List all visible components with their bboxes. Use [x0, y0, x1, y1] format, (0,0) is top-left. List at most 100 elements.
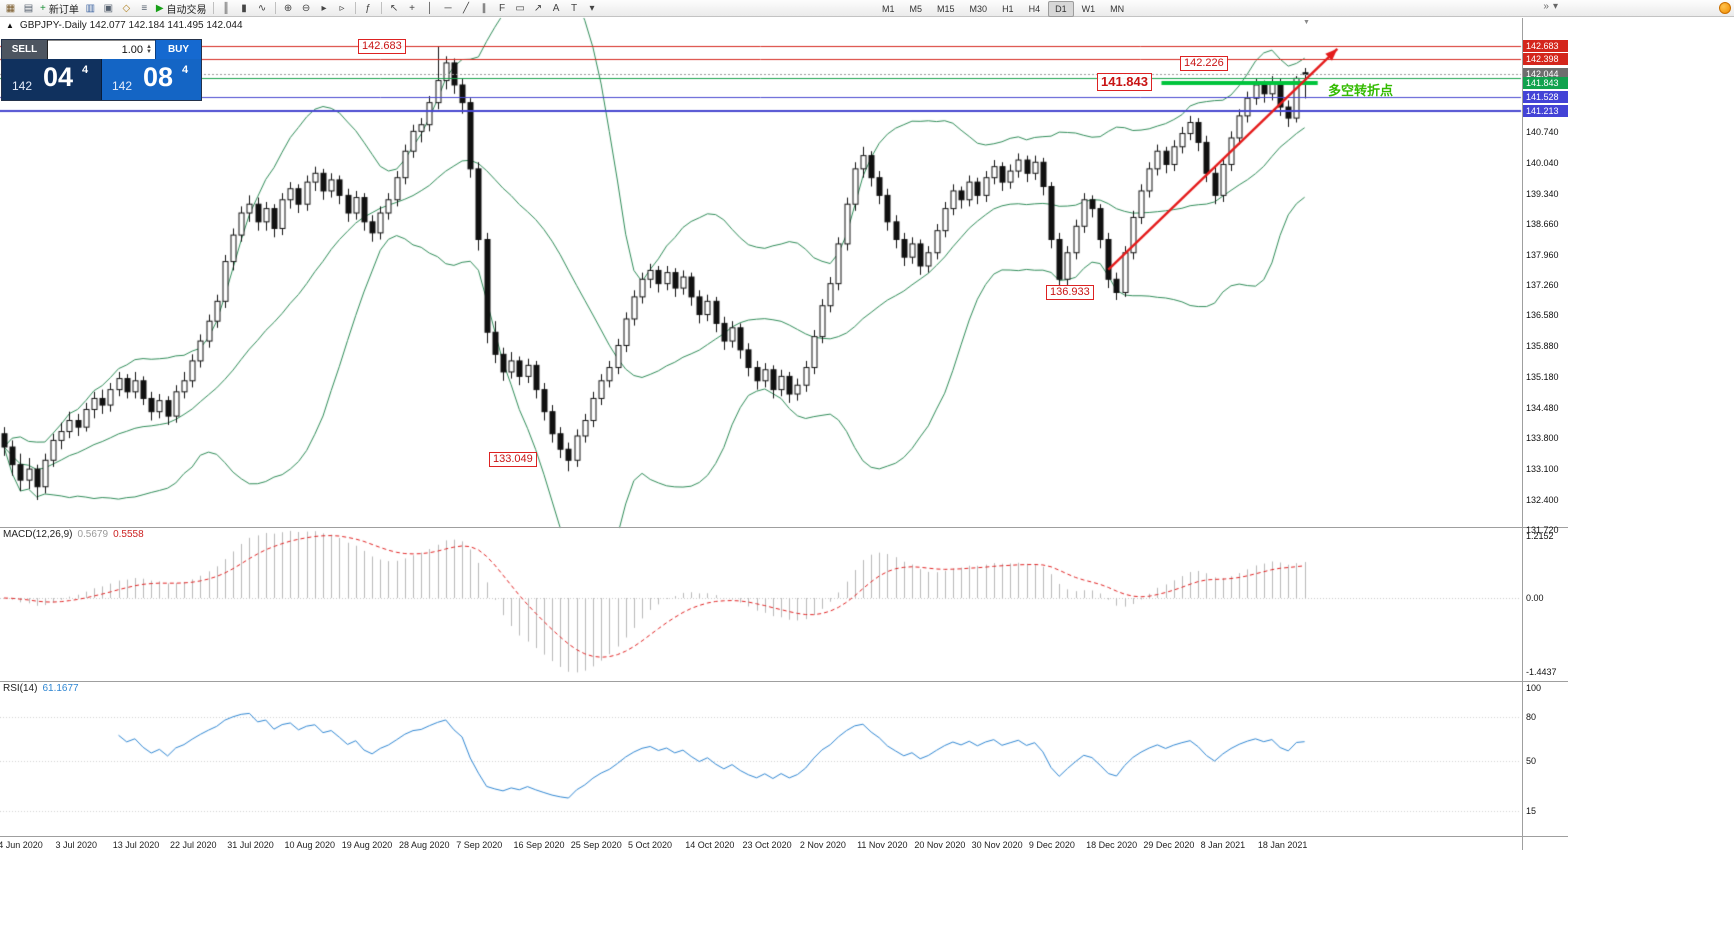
timeframe-d1[interactable]: D1: [1048, 1, 1074, 17]
chart-ohlc-header: ▲ GBPJPY-.Daily 142.077 142.184 141.495 …: [6, 20, 243, 31]
indicators-button[interactable]: ƒ: [360, 1, 377, 15]
navigator-button[interactable]: ◇: [118, 1, 135, 15]
zoom-in-button[interactable]: ⊕: [280, 1, 297, 15]
volume-input[interactable]: 1.00 ▲ ▼: [48, 40, 155, 59]
terminal-button[interactable]: ≡: [136, 1, 153, 15]
time-axis[interactable]: 4 Jun 2020 3 Jul 2020 13 Jul 2020 22 Jul 20…: [0, 838, 1522, 852]
price-tick: 135.180: [1526, 372, 1559, 383]
price-tick: 140.740: [1526, 126, 1559, 137]
label-button[interactable]: T: [566, 1, 583, 15]
sell-button[interactable]: SELL: [2, 40, 48, 59]
timeframe-w1[interactable]: W1: [1081, 4, 1096, 14]
date-label: 30 Nov 2020: [971, 840, 1023, 850]
timeframe-m1[interactable]: M1: [882, 4, 895, 14]
fibonacci-icon: F: [498, 2, 506, 14]
date-label: 10 Aug 2020: [284, 840, 336, 850]
chart-shift-button[interactable]: ▹: [334, 1, 351, 15]
channel-button[interactable]: ∥: [476, 1, 493, 15]
rsi-axis-tick: 50: [1526, 755, 1537, 766]
macd-main-value: 0.5679: [77, 529, 109, 540]
date-label: 14 Oct 2020: [685, 840, 735, 850]
date-label: 16 Sep 2020: [513, 840, 565, 850]
community-icon[interactable]: [1719, 2, 1731, 14]
new-order-button[interactable]: + 新订单: [38, 1, 81, 16]
toolbar-right-icons: » ▾: [1543, 1, 1558, 12]
pane-separator[interactable]: [0, 681, 1568, 682]
date-label: 28 Aug 2020: [399, 840, 450, 850]
fibonacci-button[interactable]: F: [494, 1, 511, 15]
arrows-icon: ↗: [533, 2, 543, 14]
price-tick: 133.100: [1526, 464, 1559, 475]
timeframe-h1[interactable]: H1: [1002, 4, 1014, 14]
new-chart-button[interactable]: ▦: [2, 1, 19, 15]
pane-separator[interactable]: [0, 527, 1568, 528]
rsi-axis-tick: 100: [1526, 683, 1542, 693]
buy-price[interactable]: 142 08 4: [102, 59, 201, 100]
data-window-button[interactable]: ▣: [100, 1, 117, 15]
price-annotation-label[interactable]: 136.933: [1046, 285, 1094, 301]
indicators-icon: ƒ: [365, 2, 371, 14]
auto-scroll-button[interactable]: ▸: [316, 1, 333, 15]
price-annotation-label[interactable]: 142.683: [358, 39, 406, 55]
date-label: 11 Nov 2020: [857, 840, 908, 850]
label-icon: T: [570, 2, 578, 14]
date-label: 18 Jan 2021: [1257, 840, 1308, 850]
horizontal-line-button[interactable]: ─: [440, 1, 457, 15]
trendline-button[interactable]: ╱: [458, 1, 475, 15]
toolbar: ▦ ▤ + 新订单 ▥ ▣ ◇ ≡ ▶ 自动交易 ║ ▮ ∿ ⊕ ⊖ ▸ ▹ ƒ ↖ + │ ─ ╱ ∥ F ▭ ↗ A T ▾ M1 M5…: [0, 0, 1734, 17]
candlestick-chart-icon: ▦: [5, 2, 16, 14]
price-chart[interactable]: [0, 0, 1522, 850]
timeframe-h4[interactable]: H4: [1028, 4, 1041, 14]
candlestick-chart-button[interactable]: ▮: [236, 1, 253, 15]
buy-button[interactable]: BUY: [155, 40, 201, 59]
chart-text-annotation[interactable]: 多空转折点: [1328, 83, 1394, 98]
line-chart-button[interactable]: ∿: [254, 1, 271, 15]
price-tick: 138.660: [1526, 218, 1559, 229]
market-watch-button[interactable]: ▥: [82, 1, 99, 15]
price-axis-separator: [1522, 18, 1523, 850]
toolbar-divider: [380, 2, 382, 14]
timeframe-m5[interactable]: M5: [909, 4, 923, 14]
timeframe-m30[interactable]: M30: [969, 4, 988, 14]
price-annotation-label[interactable]: 133.049: [489, 452, 537, 468]
vertical-line-button[interactable]: │: [422, 1, 439, 15]
navigator-icon: ◇: [122, 2, 131, 14]
trade-panel-prices: 142 04 4 142 08 4: [2, 59, 201, 100]
one-click-collapse-arrow[interactable]: ▲: [6, 21, 14, 30]
sell-price[interactable]: 142 04 4: [2, 59, 102, 100]
price-tick: 137.960: [1526, 249, 1559, 260]
price-tick: 140.040: [1526, 157, 1559, 168]
stepper-up-icon[interactable]: ▲: [146, 44, 152, 50]
autotrading-button[interactable]: ▶ 自动交易: [154, 1, 209, 16]
new-order-icon: +: [40, 2, 46, 14]
price-annotation-label[interactable]: 142.226: [1180, 56, 1228, 72]
drawing-dropdown-button[interactable]: ▾: [584, 1, 601, 15]
timeframe-mn[interactable]: MN: [1110, 4, 1125, 14]
price-tick: 137.260: [1526, 280, 1559, 291]
zoom-out-button[interactable]: ⊖: [298, 1, 315, 15]
bar-chart-button[interactable]: ║: [218, 1, 235, 15]
date-label: 22 Jul 2020: [169, 840, 217, 850]
price-annotation-label[interactable]: 141.843: [1097, 73, 1152, 91]
shapes-button[interactable]: ▭: [512, 1, 529, 15]
chart-profiles-button[interactable]: ▤: [20, 1, 37, 15]
crosshair-icon: +: [409, 2, 415, 14]
data-window-icon: ▣: [103, 2, 114, 14]
crosshair-button[interactable]: +: [404, 1, 421, 15]
buy-price-prefix: 142: [112, 79, 133, 93]
price-tick: 133.800: [1526, 433, 1559, 444]
sell-price-pip: 4: [82, 64, 89, 76]
stepper-down-icon[interactable]: ▼: [146, 49, 152, 55]
price-tick: 135.880: [1526, 341, 1559, 352]
channel-icon: ∥: [481, 2, 487, 14]
chevron-down-icon: ▾: [589, 2, 595, 14]
text-button[interactable]: A: [548, 1, 565, 15]
volume-stepper[interactable]: ▲ ▼: [146, 44, 152, 55]
arrows-button[interactable]: ↗: [530, 1, 547, 15]
toolbar-overflow-button[interactable]: »: [1543, 1, 1549, 12]
price-level-badge: 142.398: [1523, 52, 1568, 65]
toolbar-options-button[interactable]: ▾: [1552, 1, 1558, 12]
timeframe-m15[interactable]: M15: [937, 4, 955, 14]
buy-price-big: 08: [143, 62, 174, 92]
cursor-button[interactable]: ↖: [386, 1, 403, 15]
